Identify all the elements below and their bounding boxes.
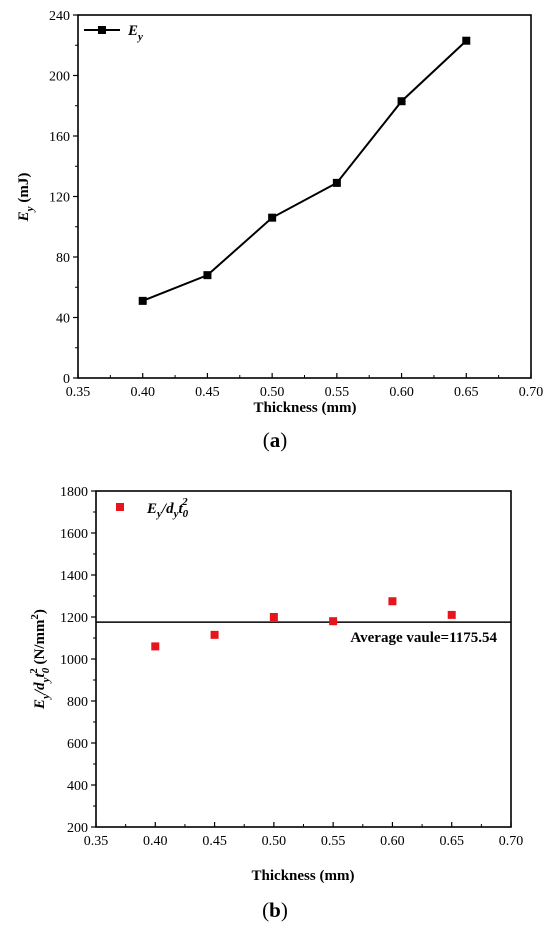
legend-marker-ratio	[116, 503, 124, 511]
series-markers-ey	[138, 36, 471, 305]
b-y-tick-label-7: 1600	[60, 527, 88, 542]
a-x-tick-label-1: 0.40	[130, 385, 155, 400]
ratio-point-4	[388, 597, 397, 606]
b-x-tick-label-5: 0.60	[380, 834, 405, 849]
b-y-tick-label-5: 1200	[60, 611, 88, 626]
y-axis-label-a: Ey (mJ)	[16, 173, 36, 223]
a-y-tick-label-5: 200	[49, 70, 70, 85]
ey-point-3	[332, 178, 341, 187]
ey-point-1	[203, 271, 212, 280]
a-y-tick-label-1: 40	[56, 312, 70, 327]
ratio-point-2	[269, 613, 278, 621]
b-x-tick-label-4: 0.55	[321, 834, 346, 849]
a-x-tick-label-5: 0.60	[389, 385, 414, 400]
plot-frame-b	[95, 490, 512, 828]
b-x-tick-label-1: 0.40	[143, 834, 168, 849]
x-axis-label-a: Thickness (mm)	[254, 400, 357, 416]
b-y-tick-label-0: 200	[67, 821, 88, 836]
axis-ticks-a: 0.35 0.40 0.45 0.50 0.55 0.60 0.65 0.70 0 40 80 120…	[49, 9, 543, 400]
b-x-tick-label-6: 0.65	[439, 834, 464, 849]
ey-point-5	[462, 36, 471, 45]
average-line-label: Average vaule=1175.54	[350, 630, 497, 646]
x-axis-label-b: Thickness (mm)	[252, 868, 355, 884]
legend-marker-ey	[98, 26, 106, 34]
chart-b: 0.35 0.40 0.45 0.50 0.55 0.60 0.65 0.70 200 400 60…	[28, 485, 523, 922]
axis-ticks-b: 0.35 0.40 0.45 0.50 0.55 0.60 0.65 0.70 200 400 60…	[60, 485, 523, 849]
ratio-point-1	[210, 630, 219, 639]
b-x-tick-label-0: 0.35	[84, 834, 109, 849]
a-y-tick-label-2: 80	[56, 251, 70, 266]
b-y-tick-label-1: 400	[67, 779, 88, 794]
b-x-tick-label-2: 0.45	[202, 834, 227, 849]
b-y-tick-label-4: 1000	[60, 653, 88, 668]
legend-label-ratio: Ey/dyt02	[146, 496, 189, 520]
a-y-tick-label-6: 240	[49, 9, 70, 24]
b-x-tick-label-3: 0.50	[262, 834, 287, 849]
ey-point-2	[268, 213, 277, 222]
a-y-tick-label-0: 0	[63, 372, 70, 387]
a-x-tick-label-6: 0.65	[454, 385, 479, 400]
a-x-tick-label-3: 0.50	[260, 385, 285, 400]
chart-a: 0.35 0.40 0.45 0.50 0.55 0.60 0.65 0.70 0 40 80 120…	[16, 9, 543, 452]
legend-label-ey: Ey	[127, 23, 143, 43]
a-x-tick-label-2: 0.45	[195, 385, 220, 400]
b-x-tick-label-7: 0.70	[499, 834, 524, 849]
b-y-tick-label-3: 800	[67, 695, 88, 710]
plot-frame-a	[77, 14, 532, 379]
a-y-tick-label-3: 120	[49, 191, 70, 206]
ey-point-4	[397, 97, 406, 106]
series-line-ey	[142, 39, 467, 302]
panel-label-a: (a)	[263, 428, 288, 452]
b-y-tick-label-8: 1800	[60, 485, 88, 500]
ratio-point-3	[329, 617, 338, 626]
b-y-tick-label-6: 1400	[60, 569, 88, 584]
a-x-tick-label-4: 0.55	[325, 385, 350, 400]
legend-a: Ey	[84, 23, 143, 43]
ey-point-0	[138, 296, 147, 305]
ratio-point-0	[151, 642, 160, 651]
panel-label-b: (b)	[262, 898, 288, 922]
a-x-tick-label-7: 0.70	[519, 385, 544, 400]
y-axis-label-b: Ey/dyt02 (N/mm2)	[28, 609, 52, 710]
a-y-tick-label-4: 160	[49, 130, 70, 145]
b-y-tick-label-2: 600	[67, 737, 88, 752]
legend-b: Ey/dyt02	[116, 496, 189, 520]
series-markers-ratio	[151, 597, 456, 651]
a-x-tick-label-0: 0.35	[66, 385, 91, 400]
ratio-point-5	[447, 610, 456, 619]
